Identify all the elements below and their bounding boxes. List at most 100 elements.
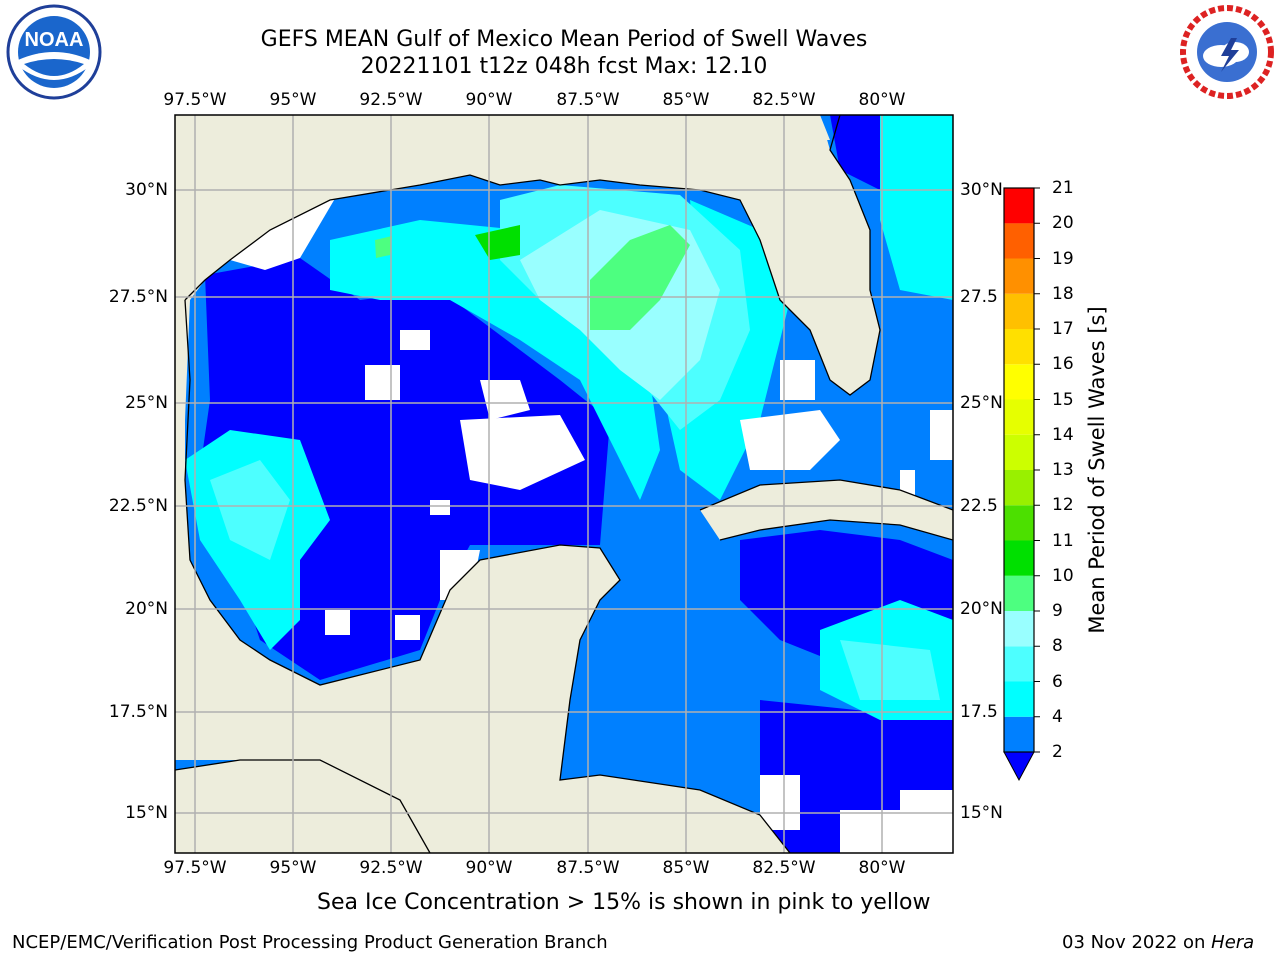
colorbar-tick-label: 21 <box>1052 178 1074 198</box>
missing-data-patch <box>740 410 840 470</box>
missing-data-patch <box>430 500 450 515</box>
footer-branch: NCEP/EMC/Verification Post Processing Pr… <box>12 932 608 953</box>
lon-tick-label-bottom: 82.5°W <box>752 858 816 878</box>
lat-tick-label-left: 17.5°N <box>108 702 168 722</box>
colorbar-tick-label: 10 <box>1052 565 1074 586</box>
lon-tick-label-top: 92.5°W <box>359 90 423 110</box>
chart-title: GEFS MEAN Gulf of Mexico Mean Period of … <box>260 27 868 52</box>
swell-region-green-west <box>375 236 392 258</box>
colorbar-segment <box>1004 540 1034 576</box>
colorbar-segment <box>1004 575 1034 611</box>
chart-subtitle: 20221101 t12z 048h fcst Max: 12.10 <box>360 54 768 79</box>
colorbar-tick-label: 17 <box>1052 319 1074 339</box>
missing-data-patch <box>400 330 430 350</box>
missing-data-patch <box>480 380 530 420</box>
map-frame <box>174 114 954 854</box>
noaa-logo-text: NOAA <box>25 29 84 51</box>
coastline-cuba-south <box>719 519 953 541</box>
missing-data-patch <box>780 360 815 400</box>
noaa-logo: NOAA <box>4 4 104 100</box>
land-usa-north <box>175 115 830 140</box>
lon-tick-label-top: 85°W <box>662 90 710 110</box>
lat-tick-label-right: 27.5 <box>960 287 998 307</box>
swell-region-light-west <box>210 460 290 560</box>
colorbar-tick-label: 18 <box>1052 283 1074 304</box>
swell-region-light-caribbean <box>840 640 940 700</box>
colorbar-segment <box>1004 681 1034 717</box>
map-layers <box>175 115 953 853</box>
missing-data-patch <box>325 610 350 635</box>
colorbar-tick-label: 4 <box>1052 706 1063 727</box>
colorbar-segment <box>1004 611 1034 647</box>
colorbar-tick-label: 15 <box>1052 389 1074 410</box>
colorbar-segment <box>1004 329 1034 365</box>
colorbar-segment <box>1004 364 1034 400</box>
colorbar-segment <box>1004 223 1034 259</box>
land-north-america <box>175 115 880 853</box>
sea-ice-note: Sea Ice Concentration > 15% is shown in … <box>317 890 931 915</box>
colorbar-segment <box>1004 646 1034 682</box>
lat-tick-label-right: 22.5 <box>960 496 998 516</box>
lon-tick-label-bottom: 97.5°W <box>163 858 227 878</box>
colorbar-segment <box>1004 399 1034 435</box>
colorbar-tick-label: 9 <box>1052 601 1063 621</box>
lon-tick-label-bottom: 80°W <box>858 858 906 878</box>
lon-tick-label-bottom: 92.5°W <box>359 858 423 878</box>
lon-tick-label-top: 82.5°W <box>752 90 816 110</box>
colorbar-tick-label: 20 <box>1052 213 1074 234</box>
lon-tick-label-top: 95°W <box>269 90 317 110</box>
colorbar-tick-label: 19 <box>1052 248 1074 269</box>
colorbar-segment <box>1004 293 1034 329</box>
lon-tick-label-bottom: 87.5°W <box>556 858 620 878</box>
swell-region-green-delta <box>475 225 520 260</box>
colorbar-tick-label: 8 <box>1052 636 1063 657</box>
footer-machine: Hera <box>1211 932 1255 953</box>
colorbar-tick-label: 6 <box>1052 671 1063 692</box>
swell-region-green-north <box>590 225 690 330</box>
lat-tick-label-left: 15°N <box>125 803 168 823</box>
colorbar-tick-label: 11 <box>1052 530 1074 551</box>
coastline-cuba-north <box>699 479 953 511</box>
missing-data-patch <box>365 365 400 400</box>
missing-data-patch <box>460 415 585 490</box>
lon-tick-label-top: 80°W <box>858 90 906 110</box>
swell-region-deep-west <box>200 258 610 680</box>
lon-tick-label-top: 90°W <box>465 90 513 110</box>
lon-tick-label-bottom: 95°W <box>269 858 317 878</box>
missing-data-patch <box>760 775 800 830</box>
lon-tick-label-top: 97.5°W <box>163 90 227 110</box>
colorbar-tick-label: 2 <box>1052 742 1063 762</box>
land-cuba <box>700 480 953 540</box>
footer-date: 03 Nov 2022 on Hera <box>1062 932 1255 953</box>
colorbar-segment <box>1004 188 1034 224</box>
colorbar-tick-label: 13 <box>1052 460 1074 480</box>
lat-tick-label-left: 30°N <box>125 180 168 200</box>
colorbar-tick-label: 14 <box>1052 424 1074 445</box>
missing-data-patch <box>930 410 953 460</box>
colorbar-segment <box>1004 434 1034 470</box>
missing-data-patch <box>900 790 953 853</box>
colorbar-segment <box>1004 258 1034 294</box>
missing-data-patch <box>395 615 420 640</box>
lat-tick-label-left: 25°N <box>125 393 168 413</box>
lat-tick-label-right: 20°N <box>960 599 1003 619</box>
lat-tick-label-left: 20°N <box>125 599 168 619</box>
colorbar-segment <box>1004 716 1034 752</box>
lon-tick-label-bottom: 90°W <box>465 858 513 878</box>
lat-tick-label-left: 22.5°N <box>108 496 168 516</box>
coastline-mexico <box>184 299 791 853</box>
swell-region-cyan-atlantic <box>880 115 953 300</box>
lat-tick-label-right: 30°N <box>960 180 1003 200</box>
colorbar-extend-arrow <box>1003 751 1035 782</box>
colorbar-segment <box>1004 505 1034 541</box>
nws-logo <box>1177 4 1277 100</box>
colorbar-tick-label: 16 <box>1052 354 1074 375</box>
lat-tick-label-left: 27.5°N <box>108 287 168 307</box>
lat-tick-label-right: 17.5 <box>960 702 998 722</box>
colorbar-segment <box>1004 470 1034 506</box>
colorbar-tick-label: 12 <box>1052 495 1074 516</box>
missing-data-patch <box>840 810 900 853</box>
coastline-pacific <box>175 759 431 853</box>
swell-region-cyan-north <box>330 220 660 500</box>
